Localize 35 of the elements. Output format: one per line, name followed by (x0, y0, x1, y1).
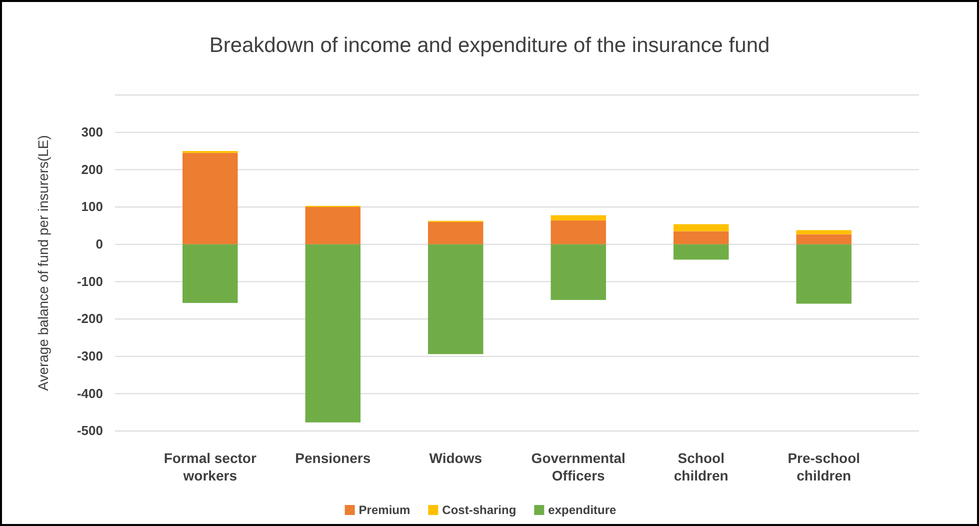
bar (796, 244, 852, 304)
x-tick-label: Governmental Officers (531, 450, 626, 484)
legend-label: Cost-sharing (442, 503, 516, 517)
legend-label: expenditure (548, 503, 617, 517)
y-tick-label: -200 (76, 311, 103, 326)
bar (796, 230, 852, 234)
bar (674, 244, 729, 260)
bar (674, 224, 729, 232)
legend-label: Premium (358, 503, 410, 517)
y-tick-label: 300 (81, 124, 103, 140)
x-tick-label: Widows (429, 450, 482, 466)
bar (305, 244, 360, 422)
y-tick-label: -300 (76, 348, 103, 364)
bar (674, 231, 729, 244)
bar (796, 234, 852, 244)
x-tick-label: Formal sector workers (164, 450, 257, 484)
bar (550, 215, 606, 220)
bar (550, 244, 606, 300)
chart-title: Breakdown of income and expenditure of the insurance fund (209, 34, 770, 57)
bar (428, 222, 484, 244)
bar (550, 220, 606, 244)
y-tick-label: 100 (81, 199, 103, 214)
y-tick-label: -500 (76, 423, 103, 438)
bar (182, 244, 238, 303)
y-axis-title: Average balance of fund per insurers(LE) (35, 135, 51, 391)
y-tick-label: -100 (76, 274, 103, 289)
x-tick-label: School children (674, 450, 728, 484)
y-tick-label: 200 (81, 162, 103, 177)
y-tick-label: -400 (76, 386, 103, 401)
bar (428, 244, 484, 354)
x-tick-label: Pensioners (295, 450, 371, 466)
bar (182, 152, 238, 244)
x-tick-label: Pre-school children (788, 450, 860, 484)
bar (305, 207, 360, 244)
y-tick-label: 0 (96, 236, 103, 252)
